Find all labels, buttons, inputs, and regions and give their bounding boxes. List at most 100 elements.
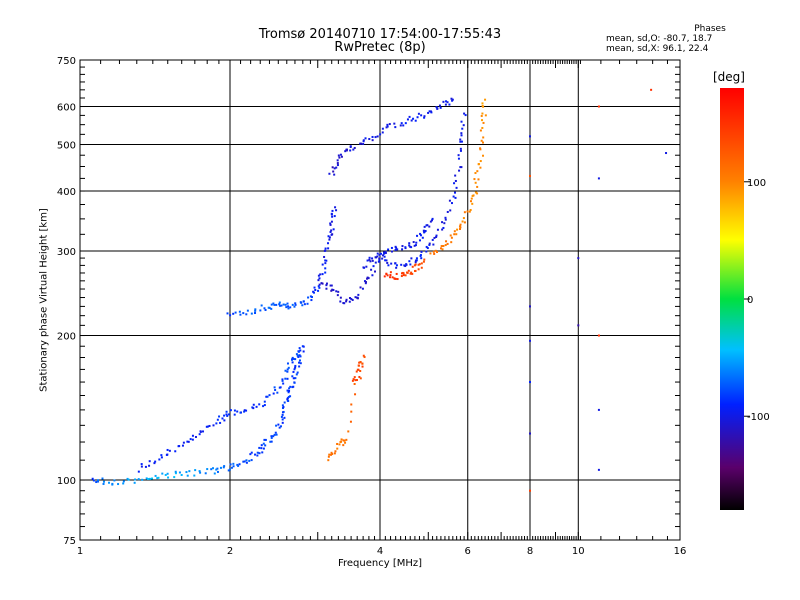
data-point — [366, 259, 369, 262]
data-point — [234, 311, 237, 314]
data-point — [350, 403, 353, 406]
data-point — [417, 268, 420, 271]
data-point — [286, 398, 289, 401]
data-point — [255, 405, 258, 408]
data-point — [482, 136, 485, 139]
data-point — [133, 481, 136, 484]
data-point — [325, 259, 328, 262]
data-point — [423, 225, 426, 228]
data-point — [274, 431, 277, 434]
data-point — [329, 230, 332, 233]
data-point — [219, 466, 222, 469]
data-point — [415, 257, 418, 260]
data-point — [238, 463, 241, 466]
y-ticks: 75 100 200 300 400 500 600 750 — [57, 56, 680, 547]
data-point — [254, 309, 257, 312]
x-ticks: 1 2 4 6 8 10 16 — [77, 60, 686, 557]
data-point — [286, 362, 289, 365]
colorbar-tick-label: 0 — [747, 295, 753, 306]
data-point — [345, 149, 348, 152]
data-point — [137, 478, 140, 481]
data-point — [529, 305, 531, 308]
data-point — [287, 391, 290, 394]
data-point — [413, 244, 416, 247]
data-point — [366, 276, 369, 279]
data-point — [460, 140, 463, 143]
data-point — [101, 477, 104, 480]
data-point — [414, 259, 417, 262]
data-point — [482, 141, 485, 144]
chart-title: Tromsø 20140710 17:54:00-17:55:43 — [258, 27, 502, 42]
data-point — [529, 339, 531, 342]
data-point — [412, 241, 415, 244]
data-point — [450, 241, 453, 244]
data-point — [423, 115, 426, 118]
data-point — [185, 471, 188, 474]
data-point — [481, 112, 484, 115]
data-point — [313, 286, 316, 289]
data-point — [448, 103, 451, 106]
data-point — [354, 379, 357, 382]
data-point — [324, 247, 327, 250]
data-point — [419, 232, 422, 235]
data-point — [166, 453, 169, 456]
data-point — [226, 312, 229, 315]
data-point — [205, 425, 208, 428]
data-point — [288, 387, 291, 390]
data-point — [282, 303, 285, 306]
data-point — [325, 282, 328, 285]
data-point — [471, 202, 474, 205]
data-point — [529, 381, 531, 384]
data-point — [351, 298, 354, 301]
data-point — [441, 221, 444, 224]
data-point — [278, 426, 281, 429]
data-point — [294, 303, 297, 306]
data-point — [140, 465, 143, 468]
data-point — [263, 307, 266, 310]
data-point — [238, 310, 241, 313]
data-point — [281, 413, 284, 416]
data-point — [145, 477, 148, 480]
data-point — [317, 285, 320, 288]
data-point — [227, 413, 230, 416]
data-point — [388, 123, 391, 126]
data-point — [408, 244, 411, 247]
data-point — [199, 430, 202, 433]
data-point — [386, 123, 389, 126]
data-point — [275, 433, 278, 436]
data-point — [336, 159, 339, 162]
data-point — [361, 362, 364, 365]
data-point — [395, 266, 398, 269]
data-point — [597, 468, 600, 471]
data-point — [180, 473, 183, 476]
data-point — [293, 368, 296, 371]
data-point — [444, 244, 447, 247]
data-point — [256, 454, 259, 457]
data-point — [378, 257, 381, 260]
data-point — [401, 245, 404, 248]
data-point — [245, 313, 248, 316]
data-point — [198, 470, 201, 473]
data-point — [349, 145, 352, 148]
data-point — [298, 365, 301, 368]
data-point — [441, 248, 444, 251]
data-point — [262, 447, 265, 450]
data-point — [95, 481, 98, 484]
data-point — [250, 459, 253, 462]
data-point — [198, 433, 201, 436]
data-point — [471, 194, 474, 197]
data-point — [414, 263, 417, 266]
data-point — [444, 103, 447, 106]
data-point — [484, 114, 487, 117]
data-point — [273, 386, 276, 389]
data-point — [267, 306, 270, 309]
data-point — [352, 378, 355, 381]
data-point — [309, 295, 312, 298]
data-point — [479, 148, 482, 151]
data-point — [194, 435, 197, 438]
data-point — [206, 468, 209, 471]
data-point — [310, 299, 313, 302]
data-point — [450, 236, 453, 239]
data-point — [454, 179, 457, 182]
data-point — [126, 477, 129, 480]
